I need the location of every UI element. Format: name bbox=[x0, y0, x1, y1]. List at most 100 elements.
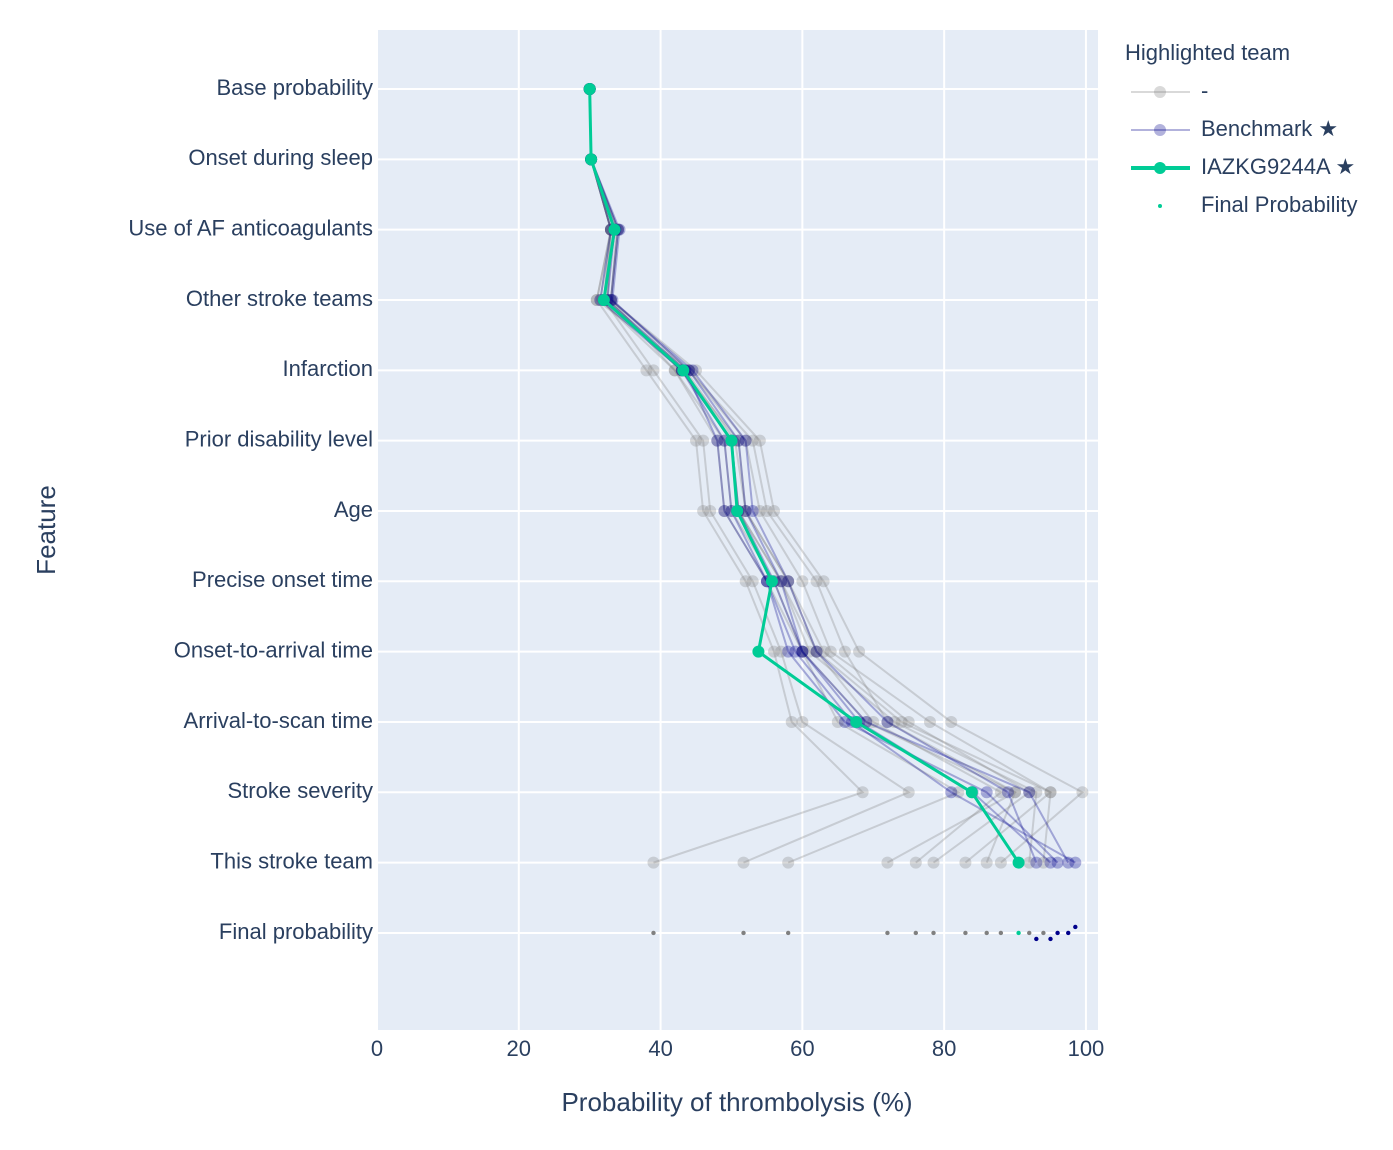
legend-label: Final Probability bbox=[1201, 192, 1358, 217]
team-line bbox=[588, 88, 911, 864]
team-marker bbox=[817, 575, 830, 588]
team-marker bbox=[952, 786, 965, 799]
legend-swatch-marker bbox=[1154, 162, 1166, 174]
x-tick-label: 0 bbox=[371, 1036, 383, 1061]
team-line bbox=[588, 88, 1018, 864]
team-marker bbox=[782, 575, 795, 588]
team-marker bbox=[718, 504, 731, 517]
team-marker bbox=[1076, 786, 1089, 799]
team-line bbox=[588, 88, 1032, 864]
team-marker bbox=[838, 715, 851, 728]
team-marker bbox=[1009, 786, 1022, 799]
team-marker bbox=[810, 645, 823, 658]
legend-label: Benchmark ★ bbox=[1201, 116, 1338, 141]
team-marker bbox=[775, 575, 788, 588]
team-marker bbox=[881, 715, 894, 728]
team-marker bbox=[1023, 856, 1036, 869]
team-marker bbox=[690, 364, 703, 377]
team-marker bbox=[746, 434, 759, 447]
final-probability-dot bbox=[963, 930, 968, 936]
x-tick-label: 60 bbox=[790, 1036, 814, 1061]
final-probability-dot bbox=[741, 930, 746, 936]
team-marker bbox=[739, 504, 752, 517]
team-marker bbox=[980, 856, 993, 869]
team-marker bbox=[796, 645, 809, 658]
y-tick-label: This stroke team bbox=[210, 848, 373, 873]
team-marker bbox=[697, 504, 710, 517]
team-marker bbox=[881, 856, 894, 869]
y-tick-label: Precise onset time bbox=[192, 567, 373, 592]
final-probability-dot bbox=[885, 930, 890, 936]
x-tick-label: 40 bbox=[648, 1036, 672, 1061]
team-marker bbox=[796, 645, 809, 658]
legend-swatch-marker bbox=[1154, 86, 1166, 98]
team-marker bbox=[1001, 786, 1014, 799]
team-marker bbox=[1044, 856, 1057, 869]
team-marker bbox=[647, 364, 660, 377]
team-marker bbox=[753, 504, 766, 517]
team-marker bbox=[994, 786, 1007, 799]
team-marker bbox=[1009, 786, 1022, 799]
y-tick-label: Onset during sleep bbox=[188, 145, 373, 170]
team-marker bbox=[810, 645, 823, 658]
team-marker bbox=[746, 504, 759, 517]
team-marker bbox=[796, 645, 809, 658]
final-probability-dot bbox=[1034, 936, 1039, 942]
team-marker bbox=[782, 856, 795, 869]
final-probability-dot bbox=[1027, 930, 1032, 936]
team-marker bbox=[697, 434, 710, 447]
team-marker bbox=[739, 434, 752, 447]
team-marker bbox=[965, 786, 978, 799]
team-marker bbox=[768, 504, 781, 517]
team-marker bbox=[731, 504, 744, 517]
team-marker bbox=[902, 786, 915, 799]
y-tick-label: Base probability bbox=[216, 75, 373, 100]
team-marker bbox=[739, 575, 752, 588]
team-marker bbox=[768, 645, 781, 658]
legend-label: IAZKG9244A ★ bbox=[1201, 154, 1355, 179]
legend-swatch-marker bbox=[1154, 124, 1166, 136]
legend-swatch-marker bbox=[1158, 204, 1162, 208]
team-marker bbox=[640, 364, 653, 377]
team-marker bbox=[810, 645, 823, 658]
team-marker bbox=[647, 856, 660, 869]
team-marker bbox=[909, 856, 922, 869]
x-tick-label: 80 bbox=[932, 1036, 956, 1061]
team-marker bbox=[704, 504, 717, 517]
team-marker bbox=[1044, 786, 1057, 799]
team-marker bbox=[1037, 856, 1050, 869]
y-tick-label: Infarction bbox=[283, 356, 374, 381]
team-marker bbox=[895, 715, 908, 728]
team-marker bbox=[927, 856, 940, 869]
team-marker bbox=[686, 364, 699, 377]
team-marker bbox=[711, 434, 724, 447]
team-marker bbox=[608, 223, 621, 236]
team-marker bbox=[810, 575, 823, 588]
team-marker bbox=[739, 504, 752, 517]
team-marker bbox=[1044, 786, 1057, 799]
team-marker bbox=[1012, 856, 1025, 869]
final-probability-dot bbox=[913, 930, 919, 936]
team-marker bbox=[583, 83, 596, 95]
team-marker bbox=[597, 293, 610, 306]
team-marker bbox=[853, 645, 866, 658]
team-marker bbox=[775, 575, 788, 588]
team-line bbox=[588, 88, 865, 864]
team-marker bbox=[746, 575, 759, 588]
team-marker bbox=[959, 856, 972, 869]
team-line bbox=[588, 88, 1053, 864]
x-tick-label: 20 bbox=[507, 1036, 531, 1061]
team-marker bbox=[831, 715, 844, 728]
final-probability-dot bbox=[1055, 930, 1060, 936]
team-marker bbox=[945, 786, 958, 799]
team-marker bbox=[789, 645, 802, 658]
team-marker bbox=[1023, 786, 1036, 799]
final-probability-dot bbox=[998, 930, 1004, 936]
team-marker bbox=[803, 645, 816, 658]
final-probability-dot bbox=[1016, 930, 1021, 936]
team-marker bbox=[711, 434, 724, 447]
y-tick-label: Use of AF anticoagulants bbox=[128, 215, 373, 240]
plot-background bbox=[377, 30, 1098, 1030]
team-marker bbox=[796, 575, 809, 588]
y-tick-label: Final probability bbox=[219, 919, 373, 944]
